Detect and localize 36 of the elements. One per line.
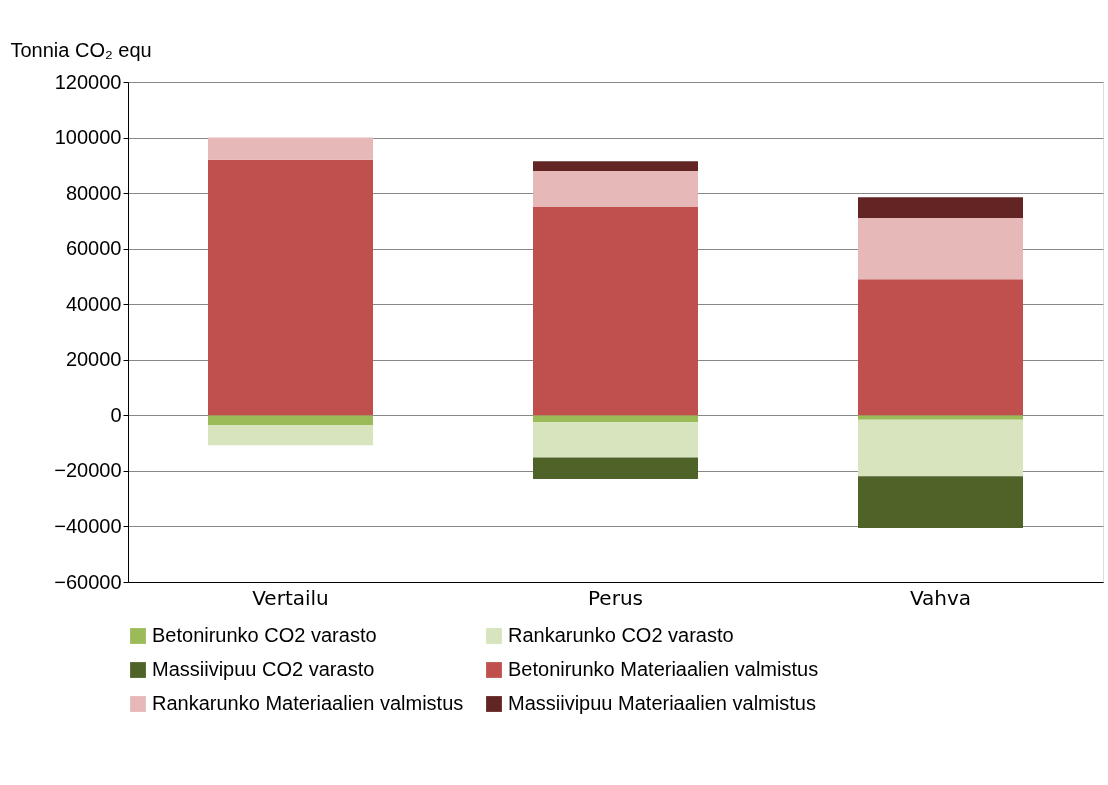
bar [858,218,1023,280]
bar [858,197,1023,219]
y-tick-label: 80000 [65,181,122,204]
bar [533,170,698,207]
legend-label: Rankarunko Materiaalien valmistus [152,692,464,714]
legend-label: Rankarunko CO2 varasto [508,624,734,646]
bar [533,207,698,416]
bar [208,425,373,446]
y-tick-label: 120000 [54,70,122,93]
bar [858,279,1023,416]
y-axis-title: Tonnia CO₂ equ [10,38,152,61]
x-tick-label: Perus [588,585,643,610]
bar [858,415,1023,420]
y-tick-label: 20000 [65,348,122,371]
bar [533,161,698,171]
y-tick-label: 0 [110,403,122,426]
y-tick-label: 100000 [54,126,122,149]
y-tick-label: −60000 [54,570,122,593]
x-tick-label: Vertailu [252,585,329,610]
legend-label: Massiivipuu Materiaalien valmistus [508,692,816,714]
y-tick-label: −40000 [54,514,122,537]
bar [208,137,373,160]
legend-label: Massiivipuu CO2 varasto [152,658,375,680]
bar [533,415,698,423]
y-tick-label: 60000 [65,237,122,260]
legend-label: Betonirunko CO2 varasto [152,624,377,646]
legend-label: Betonirunko Materiaalien valmistus [508,658,819,680]
bar [208,159,373,416]
bar [858,419,1023,477]
x-tick-label: Vahva [909,585,972,610]
bar [858,476,1023,529]
y-tick-label: −20000 [54,459,122,482]
y-tick-label: 40000 [65,292,122,315]
bar [533,422,698,458]
bar [208,415,373,426]
bar [533,457,698,479]
